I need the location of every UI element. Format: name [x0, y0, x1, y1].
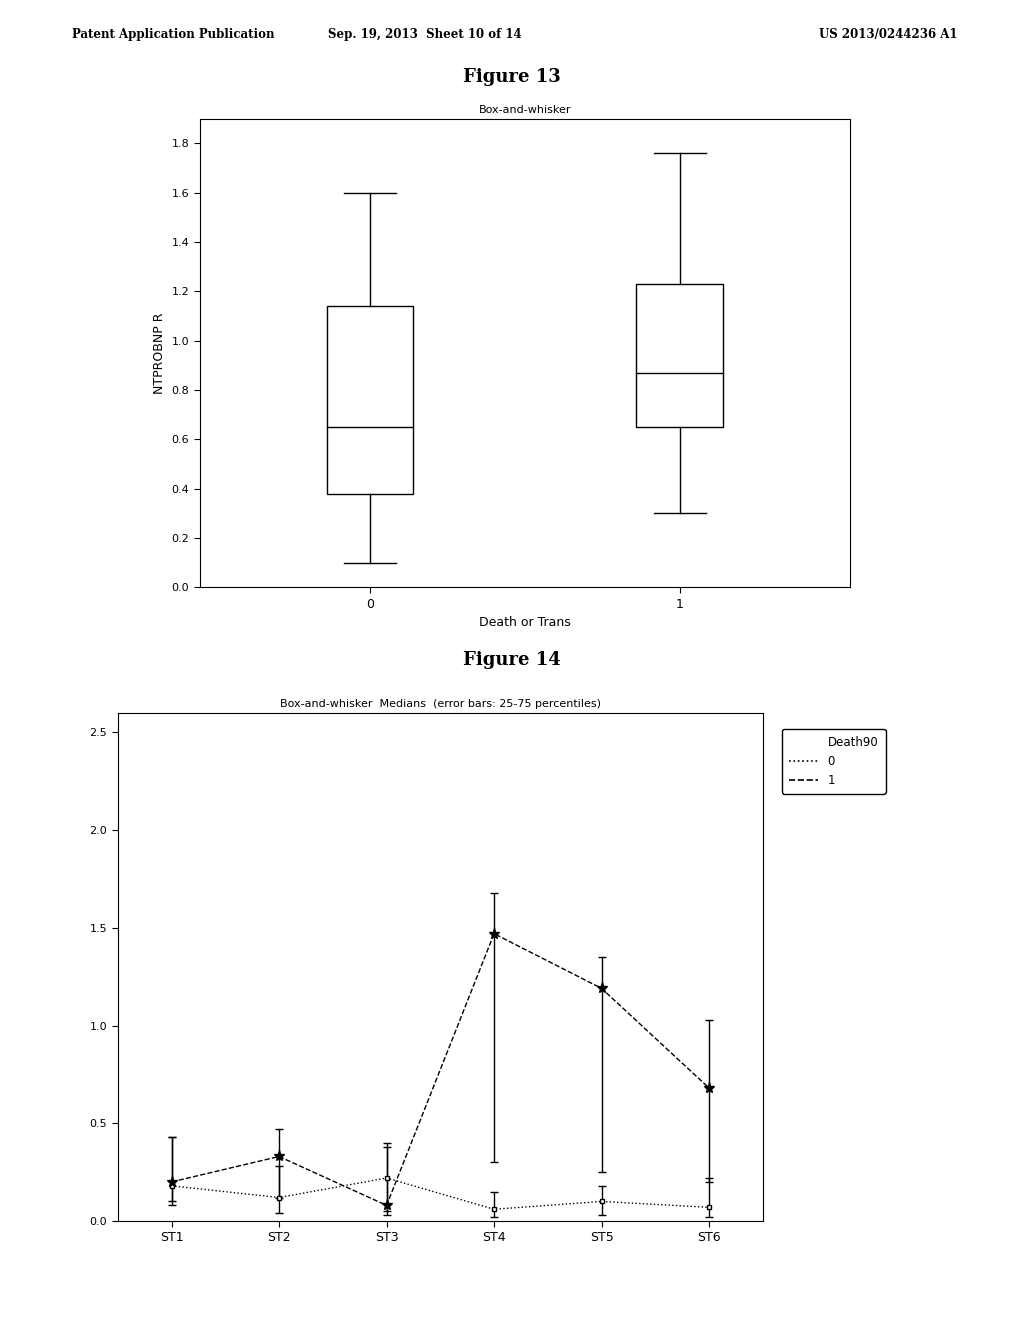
- Text: US 2013/0244236 A1: US 2013/0244236 A1: [819, 28, 957, 41]
- Y-axis label: NTPROBNP R: NTPROBNP R: [153, 313, 166, 393]
- Title: Box-and-whisker: Box-and-whisker: [478, 106, 571, 115]
- Text: Patent Application Publication: Patent Application Publication: [72, 28, 274, 41]
- Title: Box-and-whisker  Medians  (error bars: 25-75 percentiles): Box-and-whisker Medians (error bars: 25-…: [280, 700, 601, 709]
- Bar: [327, 306, 414, 494]
- Text: Figure 13: Figure 13: [463, 67, 561, 86]
- X-axis label: Death or Trans: Death or Trans: [479, 616, 570, 630]
- Text: Figure 14: Figure 14: [463, 651, 561, 669]
- Text: Sep. 19, 2013  Sheet 10 of 14: Sep. 19, 2013 Sheet 10 of 14: [328, 28, 522, 41]
- Legend: Death90, 0, 1: Death90, 0, 1: [781, 729, 886, 793]
- Bar: [636, 284, 723, 428]
